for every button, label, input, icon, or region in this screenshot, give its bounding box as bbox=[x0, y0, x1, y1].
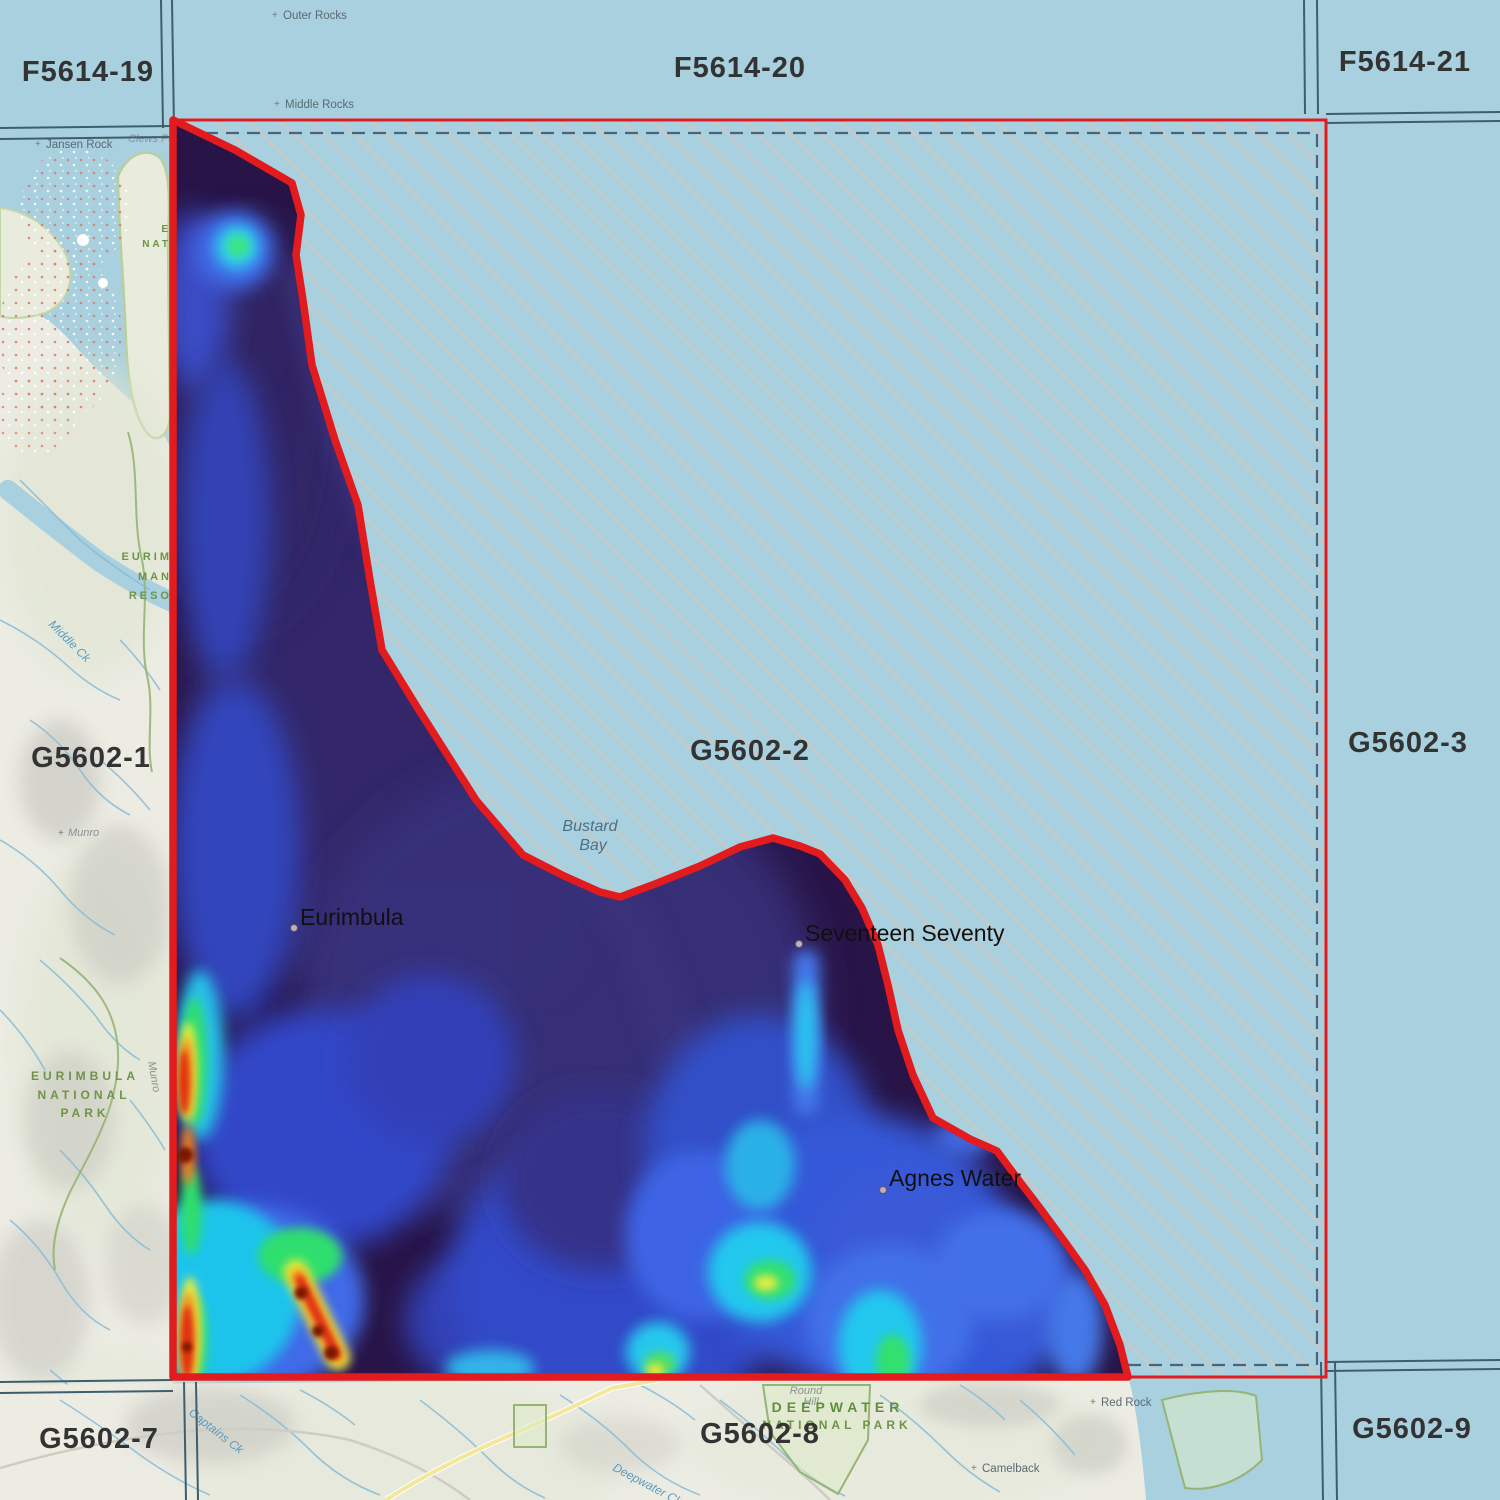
svg-text:Eurimbula: Eurimbula bbox=[300, 904, 404, 930]
middle-rocks: + Middle Rocks bbox=[274, 99, 354, 111]
peninsula-park-fragment-1: E bbox=[161, 224, 171, 235]
svg-text:Middle Rocks: Middle Rocks bbox=[285, 99, 354, 111]
svg-text:+: + bbox=[272, 10, 278, 21]
tile-label-g5602-9[interactable]: G5602-9 bbox=[1352, 1413, 1472, 1445]
bustard-bay-label: Bustard Bay bbox=[562, 818, 618, 854]
svg-text:Bustard: Bustard bbox=[562, 818, 618, 835]
coverage-polygon-outline bbox=[169, 116, 1132, 1381]
svg-text:Munro: Munro bbox=[68, 827, 99, 839]
camelback-rock: + Camelback bbox=[971, 1463, 1040, 1475]
svg-text:+: + bbox=[58, 828, 64, 839]
svg-text:Agnes Water: Agnes Water bbox=[889, 1165, 1021, 1191]
red-rock: + Red Rock bbox=[1090, 1397, 1152, 1409]
svg-text:Seventeen Seventy: Seventeen Seventy bbox=[805, 920, 1005, 946]
selected-tile-region[interactable] bbox=[125, 116, 1328, 1430]
svg-text:Hill: Hill bbox=[803, 1396, 819, 1408]
tile-label-g5602-2[interactable]: G5602-2 bbox=[690, 735, 810, 767]
elevation-raster bbox=[173, 120, 1128, 1377]
eurimbula-np-label-2: NATIONAL bbox=[37, 1088, 130, 1102]
tile-label-g5602-1[interactable]: G5602-1 bbox=[31, 742, 151, 774]
svg-text:Red Rock: Red Rock bbox=[1101, 1397, 1152, 1409]
tile-labels: F5614-19 F5614-20 F5614-21 G5602-1 G5602… bbox=[22, 46, 1472, 1455]
svg-text:+: + bbox=[1090, 1397, 1096, 1408]
svg-text:+: + bbox=[35, 139, 41, 150]
tile-label-g5602-8[interactable]: G5602-8 bbox=[700, 1418, 820, 1450]
svg-text:Jansen Rock: Jansen Rock bbox=[46, 139, 113, 151]
place-labels: Eurimbula Seventeen Seventy Agnes Water bbox=[290, 904, 1021, 1194]
tile-label-f5614-19[interactable]: F5614-19 bbox=[22, 56, 154, 88]
tile-label-f5614-21[interactable]: F5614-21 bbox=[1339, 46, 1471, 78]
place-agnes-water: Agnes Water bbox=[879, 1165, 1021, 1194]
place-seventeen-seventy: Seventeen Seventy bbox=[795, 920, 1005, 948]
place-eurimbula: Eurimbula bbox=[290, 904, 404, 932]
deepwater-np-label-1: DEEPWATER bbox=[772, 1399, 905, 1415]
tile-label-g5602-7[interactable]: G5602-7 bbox=[39, 1423, 159, 1455]
outer-rocks: + Outer Rocks bbox=[272, 10, 347, 22]
eurimbula-np-label-3: PARK bbox=[60, 1106, 109, 1120]
svg-text:Round: Round bbox=[790, 1385, 823, 1397]
peninsula-park-fragment-2: NAT bbox=[142, 239, 171, 250]
svg-text:+: + bbox=[971, 1463, 977, 1474]
munro-road-label: Munro bbox=[145, 1060, 162, 1093]
svg-text:Bay: Bay bbox=[579, 837, 608, 854]
tile-label-f5614-20[interactable]: F5614-20 bbox=[674, 52, 806, 84]
management-area-label-1: EURIM bbox=[122, 551, 172, 563]
roads-minor bbox=[0, 1384, 831, 1500]
munro-rock: + Munro bbox=[58, 827, 99, 839]
jansen-rock: + Jansen Rock bbox=[35, 139, 113, 151]
park-boundary bbox=[52, 431, 153, 1271]
svg-text:+: + bbox=[274, 99, 280, 110]
park-polygons bbox=[513, 1384, 1264, 1496]
clews-point-label: Clews Po bbox=[128, 133, 174, 145]
bottom-land-area: Round Hill DEEPWATER NATIONAL PARK + Cam… bbox=[0, 1370, 1264, 1500]
round-hill-label: Round Hill bbox=[790, 1385, 823, 1408]
eurimbula-np-label-1: EURIMBULA bbox=[31, 1069, 139, 1083]
tile-label-g5602-3[interactable]: G5602-3 bbox=[1348, 727, 1468, 759]
svg-text:Camelback: Camelback bbox=[982, 1463, 1040, 1475]
management-area-label-2: MAN bbox=[138, 571, 172, 583]
sea-rock-labels: + Outer Rocks + Middle Rocks + Jansen Rock … bbox=[35, 10, 1152, 1409]
management-area-label-3: RESO bbox=[129, 590, 172, 602]
deepwater-np-label-2: NATIONAL PARK bbox=[762, 1418, 911, 1432]
svg-text:Outer Rocks: Outer Rocks bbox=[283, 10, 347, 22]
